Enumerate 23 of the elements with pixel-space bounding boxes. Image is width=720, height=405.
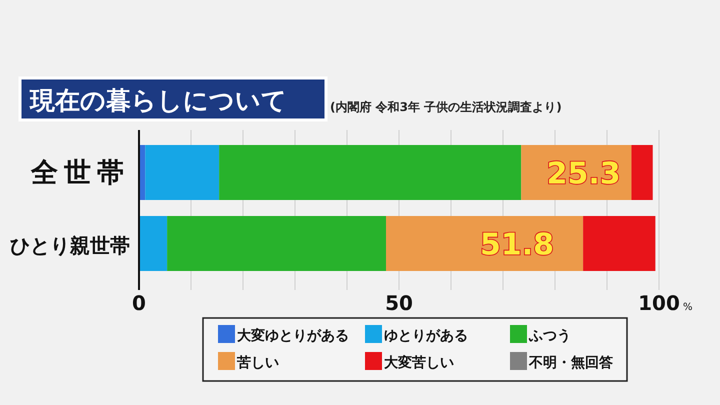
annotation: 25.3: [546, 156, 621, 192]
bar: [145, 145, 220, 200]
x-tick-label: 0: [132, 291, 146, 315]
x-tick-label: 100: [638, 291, 680, 315]
legend-label: 不明・無回答: [528, 355, 613, 371]
annotation: 51.8: [480, 228, 554, 262]
x-axis-title: %: [683, 302, 693, 313]
bar: [386, 216, 584, 271]
bar: [583, 216, 656, 271]
bar: [139, 216, 168, 271]
y-tick-label: ひとり親世帯: [10, 234, 130, 258]
bar: [631, 145, 653, 200]
x-tick-label: 50: [385, 291, 413, 315]
bar: [167, 216, 386, 271]
legend-label: 大変ゆとりがある: [237, 327, 349, 344]
legend-label: ゆとりがある: [384, 328, 468, 344]
bar: [219, 145, 522, 200]
chart-title: 現在の暮らしについて: [29, 86, 287, 115]
y-tick-label: 全世帯: [30, 158, 130, 188]
legend-label: ふつう: [528, 328, 571, 344]
legend-label: 大変苦しい: [384, 354, 454, 371]
chart-subtitle: (内閣府 令和3年 子供の生活状況調査より): [330, 100, 562, 114]
legend-label: 苦しい: [236, 355, 279, 371]
